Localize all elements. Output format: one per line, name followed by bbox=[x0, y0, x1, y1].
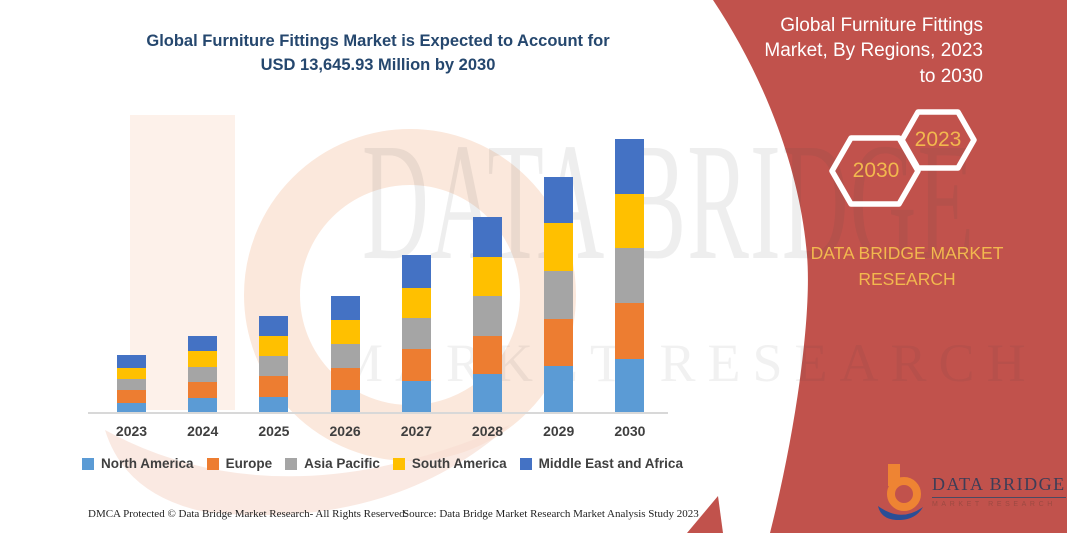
bar-segment-2024-europe bbox=[188, 382, 218, 398]
bar-segment-2026-middle-east-and-africa bbox=[330, 296, 360, 320]
x-axis-label-2024: 2024 bbox=[187, 423, 219, 439]
bar-segment-2023-south-america bbox=[117, 367, 146, 380]
stacked-bar-2024 bbox=[188, 336, 218, 413]
logo-name-text: DATA BRIDGE bbox=[932, 474, 1066, 498]
footer-dmca-text: DMCA Protected © Data Bridge Market Rese… bbox=[88, 508, 408, 520]
x-axis-label-2023: 2023 bbox=[115, 423, 148, 439]
legend-swatch bbox=[519, 457, 532, 470]
bar-segment-2023-asia-pacific bbox=[117, 379, 146, 390]
bar-segment-2029-middle-east-and-africa bbox=[544, 177, 574, 224]
hexagon-2023-label: 2023 bbox=[914, 128, 962, 151]
bar-segment-2024-middle-east-and-africa bbox=[188, 336, 218, 352]
stacked-bar-2030 bbox=[615, 139, 645, 413]
x-axis-label-2026: 2026 bbox=[329, 423, 361, 439]
stacked-bar-2028 bbox=[473, 217, 502, 413]
bar-segment-2028-asia-pacific bbox=[473, 296, 502, 337]
hexagons-graphic bbox=[829, 109, 977, 207]
bar-segment-2025-asia-pacific bbox=[259, 355, 289, 377]
bar-segment-2030-south-america bbox=[615, 193, 645, 249]
bar-segment-2029-asia-pacific bbox=[544, 271, 574, 319]
databridge-logo-mark bbox=[878, 464, 923, 520]
bar-segment-2030-europe bbox=[615, 303, 645, 360]
databridge-logo: DATA BRIDGE MARKET RESEARCH bbox=[876, 458, 1066, 524]
bar-segment-2023-middle-east-and-africa bbox=[117, 355, 146, 368]
bar-segment-2024-north-america bbox=[188, 397, 218, 413]
bar-segment-2030-asia-pacific bbox=[615, 248, 645, 304]
legend-item-middle-east-and-africa: Middle East and Africa bbox=[519, 456, 683, 471]
stacked-bar-2026 bbox=[330, 296, 360, 413]
legend-swatch bbox=[285, 457, 298, 470]
banner-heading: Global Furniture Fittings Market, By Reg… bbox=[764, 15, 983, 87]
legend-label: Asia Pacific bbox=[304, 456, 380, 471]
bar-segment-2025-north-america bbox=[259, 396, 289, 413]
hexagon-2023 bbox=[899, 109, 977, 171]
corner-triangle-accent bbox=[687, 496, 723, 533]
logo-sub-text: MARKET RESEARCH bbox=[932, 501, 1056, 508]
legend-label: South America bbox=[411, 456, 507, 471]
legend-label: Middle East and Africa bbox=[538, 456, 683, 471]
bar-segment-2025-europe bbox=[259, 376, 289, 397]
stacked-bar-2025 bbox=[259, 316, 289, 413]
legend-swatch bbox=[392, 457, 405, 470]
bar-segment-2026-north-america bbox=[330, 389, 360, 413]
bar-segment-2028-south-america bbox=[473, 257, 502, 297]
bar-segment-2028-europe bbox=[473, 336, 502, 374]
chart-title: Global Furniture Fittings Market is Expe… bbox=[146, 32, 610, 74]
x-axis-label-2027: 2027 bbox=[400, 423, 432, 439]
bar-segment-2027-europe bbox=[401, 349, 431, 382]
hexagon-2030-label: 2030 bbox=[852, 159, 900, 182]
bar-segment-2029-europe bbox=[544, 318, 574, 366]
bar-segment-2028-middle-east-and-africa bbox=[473, 217, 502, 258]
bar-segment-2027-middle-east-and-africa bbox=[401, 255, 431, 288]
legend-swatch bbox=[82, 457, 95, 470]
bar-segment-2027-south-america bbox=[401, 287, 431, 319]
legend-item-south-america: South America bbox=[392, 456, 507, 471]
x-axis-label-2028: 2028 bbox=[471, 423, 504, 439]
x-axis-label-2025: 2025 bbox=[258, 423, 290, 439]
x-axis-line bbox=[88, 412, 668, 414]
bar-segment-2023-europe bbox=[117, 389, 146, 403]
bar-segment-2026-asia-pacific bbox=[330, 344, 360, 369]
chart-legend: North America Europe Asia Pacific South Ame… bbox=[60, 456, 705, 471]
bar-segment-2027-north-america bbox=[401, 381, 431, 413]
plot-area bbox=[90, 130, 670, 413]
stacked-bar-2029 bbox=[544, 177, 574, 413]
bar-segment-2026-europe bbox=[330, 368, 360, 390]
bar-segment-2030-north-america bbox=[615, 359, 645, 413]
bar-segment-2028-north-america bbox=[473, 373, 502, 413]
x-axis-label-2029: 2029 bbox=[543, 423, 575, 439]
legend-item-europe: Europe bbox=[206, 456, 273, 471]
bar-segment-2025-south-america bbox=[259, 335, 289, 356]
bar-segment-2024-asia-pacific bbox=[188, 366, 218, 383]
bar-segment-2025-middle-east-and-africa bbox=[259, 316, 289, 336]
x-axis-label-2030: 2030 bbox=[614, 423, 646, 439]
legend-item-asia-pacific: Asia Pacific bbox=[285, 456, 380, 471]
stacked-bar-2023 bbox=[117, 355, 146, 413]
legend-label: Europe bbox=[225, 456, 273, 471]
bar-segment-2026-south-america bbox=[330, 319, 360, 345]
bar-segment-2029-north-america bbox=[544, 365, 574, 413]
legend-label: North America bbox=[101, 456, 194, 471]
bar-segment-2023-north-america bbox=[117, 402, 146, 413]
stacked-bar-2027 bbox=[401, 255, 431, 413]
hexagon-2030 bbox=[829, 135, 921, 207]
bar-segment-2024-south-america bbox=[188, 351, 218, 367]
bar-segment-2030-middle-east-and-africa bbox=[615, 139, 645, 194]
legend-swatch bbox=[206, 457, 219, 470]
banner-brand-text: DATA BRIDGE MARKET RESEARCH bbox=[810, 243, 1004, 290]
bar-segment-2029-south-america bbox=[544, 223, 574, 272]
footer-source-text: Source: Data Bridge Market Research Mark… bbox=[403, 508, 699, 520]
bar-segment-2027-asia-pacific bbox=[401, 318, 431, 350]
legend-item-north-america: North America bbox=[82, 456, 194, 471]
